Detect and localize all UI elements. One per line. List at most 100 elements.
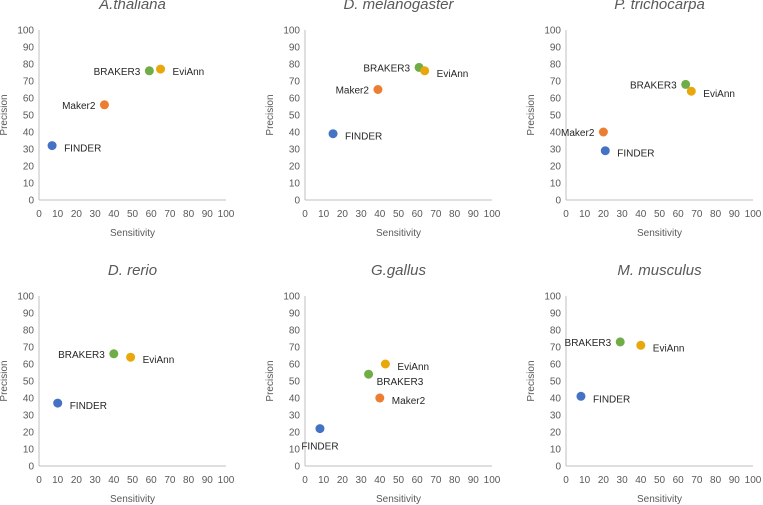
x-tick-label: 40 xyxy=(108,475,120,486)
data-label-braker3: BRAKER3 xyxy=(377,377,424,388)
y-tick-label: 80 xyxy=(289,326,301,337)
x-tick-label: 0 xyxy=(36,475,42,486)
x-tick-label: 30 xyxy=(90,475,102,486)
x-tick-label: 30 xyxy=(617,475,629,486)
y-tick-label: 20 xyxy=(289,162,301,173)
y-tick-label: 20 xyxy=(550,162,562,173)
x-tick-label: 100 xyxy=(745,475,762,486)
data-label-maker2: Maker2 xyxy=(62,101,96,112)
x-tick-label: 20 xyxy=(598,209,610,220)
y-tick-label: 90 xyxy=(550,43,562,54)
x-tick-label: 0 xyxy=(302,475,308,486)
y-tick-label: 100 xyxy=(544,26,561,37)
y-axis-label: Precision xyxy=(265,360,276,401)
x-tick-label: 90 xyxy=(202,475,214,486)
x-tick-label: 50 xyxy=(393,475,405,486)
data-point-maker2 xyxy=(373,85,383,94)
x-tick-label: 70 xyxy=(164,475,176,486)
data-label-maker2: Maker2 xyxy=(392,396,426,407)
x-tick-label: 60 xyxy=(146,209,158,220)
data-point-eviann xyxy=(380,359,390,369)
x-tick-label: 40 xyxy=(374,475,386,486)
data-label-braker3: BRAKER3 xyxy=(630,80,677,91)
chart-title: D. rerio xyxy=(108,262,157,279)
x-tick-label: 10 xyxy=(52,475,64,486)
y-tick-label: 40 xyxy=(289,128,301,139)
x-tick-label: 60 xyxy=(673,209,685,220)
x-tick-label: 20 xyxy=(337,475,349,486)
x-tick-label: 100 xyxy=(484,475,501,486)
data-point-finder xyxy=(600,146,610,156)
y-tick-label: 100 xyxy=(283,26,300,37)
data-label-braker3: BRAKER3 xyxy=(94,67,141,78)
x-tick-label: 80 xyxy=(183,475,195,486)
x-tick-label: 20 xyxy=(337,209,349,220)
data-label-maker2: Maker2 xyxy=(561,128,595,139)
y-axis-label: Precision xyxy=(526,94,537,135)
y-tick-label: 0 xyxy=(294,196,300,207)
y-tick-label: 100 xyxy=(17,26,34,37)
x-tick-label: 10 xyxy=(318,475,330,486)
data-label-eviann: EviAnn xyxy=(173,67,205,78)
x-tick-label: 10 xyxy=(579,475,591,486)
y-tick-label: 30 xyxy=(289,411,301,422)
data-point-maker2 xyxy=(99,100,109,110)
y-tick-label: 10 xyxy=(550,445,562,456)
x-tick-label: 0 xyxy=(36,209,42,220)
data-point-eviann xyxy=(420,66,430,76)
y-tick-label: 20 xyxy=(23,162,35,173)
y-tick-label: 80 xyxy=(23,326,35,337)
x-tick-label: 90 xyxy=(468,209,480,220)
y-tick-label: 100 xyxy=(544,292,561,303)
y-tick-label: 40 xyxy=(289,394,301,405)
x-tick-label: 80 xyxy=(183,209,195,220)
x-tick-label: 80 xyxy=(449,209,461,220)
y-tick-label: 60 xyxy=(550,360,562,371)
data-point-finder xyxy=(328,129,338,139)
data-label-maker2: Maker2 xyxy=(336,86,370,97)
y-tick-label: 90 xyxy=(550,309,562,320)
data-point-braker3 xyxy=(364,369,374,379)
data-label-finder: FINDER xyxy=(593,394,630,405)
x-tick-label: 60 xyxy=(412,475,424,486)
data-point-finder xyxy=(576,391,586,401)
y-tick-label: 10 xyxy=(23,445,35,456)
y-tick-label: 40 xyxy=(550,128,562,139)
x-tick-label: 30 xyxy=(617,209,629,220)
scatter-panel: D. rerio 00 10 10 20 20 30 30 40 40 50 50 60 60 70 70 80… xyxy=(0,262,235,505)
x-axis-label: Sensitivity xyxy=(637,494,682,505)
data-label-finder: FINDER xyxy=(301,442,338,453)
x-tick-label: 0 xyxy=(563,209,569,220)
x-axis-label: Sensitivity xyxy=(110,494,155,505)
data-point-maker2 xyxy=(375,393,385,403)
x-tick-label: 50 xyxy=(654,209,666,220)
y-tick-label: 100 xyxy=(283,292,300,303)
y-tick-label: 60 xyxy=(289,94,301,105)
y-tick-label: 30 xyxy=(289,145,301,156)
x-tick-label: 20 xyxy=(71,475,83,486)
y-tick-label: 90 xyxy=(23,43,35,54)
chart-title: M. musculus xyxy=(617,262,702,279)
x-tick-label: 90 xyxy=(729,209,741,220)
x-axis-label: Sensitivity xyxy=(376,228,421,239)
x-tick-label: 50 xyxy=(654,475,666,486)
y-axis-label: Precision xyxy=(265,94,276,135)
data-label-finder: FINDER xyxy=(617,149,654,160)
x-axis-label: Sensitivity xyxy=(376,494,421,505)
x-tick-label: 30 xyxy=(356,209,368,220)
data-point-maker2 xyxy=(598,127,608,137)
y-tick-label: 20 xyxy=(289,428,301,439)
x-tick-label: 100 xyxy=(218,475,235,486)
data-label-eviann: EviAnn xyxy=(653,343,685,354)
data-point-finder xyxy=(53,398,63,408)
data-point-eviann xyxy=(636,340,646,350)
data-point-braker3 xyxy=(681,79,691,89)
x-tick-label: 10 xyxy=(52,209,64,220)
data-label-braker3: BRAKER3 xyxy=(565,338,612,349)
y-tick-label: 0 xyxy=(28,462,34,473)
x-axis-label: Sensitivity xyxy=(110,228,155,239)
y-axis-label: Precision xyxy=(526,360,537,401)
x-tick-label: 80 xyxy=(449,475,461,486)
x-tick-label: 0 xyxy=(563,475,569,486)
